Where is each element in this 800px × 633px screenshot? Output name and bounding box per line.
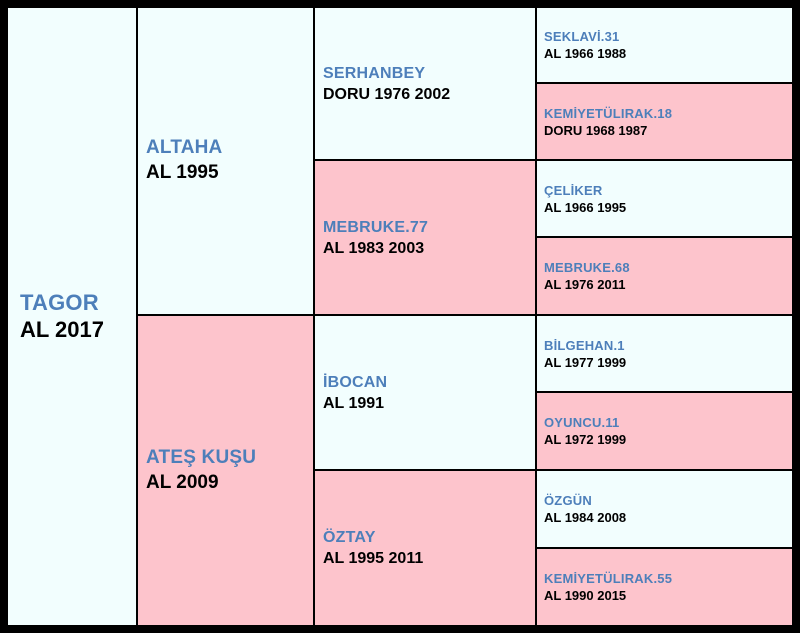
dam-sire-info: AL 1991	[323, 394, 385, 412]
ggp-info-3: AL 1966 1995	[544, 199, 627, 215]
ggp-name-7: ÖZGÜN	[544, 493, 592, 508]
ggp-name-4: MEBRUKE.68	[544, 260, 630, 275]
sire-info: AL 1995	[146, 162, 219, 183]
subject-box: TAGOR AL 2017	[8, 8, 136, 625]
sire-sire-info: DORU 1976 2002	[323, 85, 451, 103]
dam-dam-box: ÖZTAY AL 1995 2011	[315, 471, 535, 625]
sire-name: ALTAHA	[146, 137, 223, 158]
sire-box: ALTAHA AL 1995	[138, 8, 313, 314]
ggp-box-3: ÇELİKER AL 1966 1995	[537, 161, 792, 236]
ggp-info-5: AL 1977 1999	[544, 354, 627, 370]
dam-info: AL 2009	[146, 471, 219, 493]
dam-name: ATEŞ KUŞU	[146, 446, 257, 468]
sire-sire-name: SERHANBEY	[323, 64, 426, 82]
ggp-box-6: OYUNCU.11 AL 1972 1999	[537, 393, 792, 469]
dam-dam-name: ÖZTAY	[323, 529, 376, 546]
ggp-name-5: BİLGEHAN.1	[544, 337, 625, 353]
ggp-name-2: KEMİYETÜLIRAK.18	[544, 105, 673, 121]
ggp-info-7: AL 1984 2008	[544, 510, 627, 525]
ggp-info-8: AL 1990 2015	[544, 588, 627, 603]
dam-box: ATEŞ KUŞU AL 2009	[138, 316, 313, 625]
sire-dam-box: MEBRUKE.77 AL 1983 2003	[315, 161, 535, 314]
ggp-box-5: BİLGEHAN.1 AL 1977 1999	[537, 316, 792, 391]
dam-sire-name: İBOCAN	[323, 373, 388, 391]
sire-dam-info: AL 1983 2003	[323, 239, 425, 257]
dam-sire-box: İBOCAN AL 1991	[315, 316, 535, 469]
ggp-info-1: AL 1966 1988	[544, 46, 627, 61]
ggp-name-1: SEKLAVİ.31	[544, 29, 620, 44]
ggp-info-6: AL 1972 1999	[544, 432, 627, 447]
dam-dam-info: AL 1995 2011	[323, 550, 424, 567]
subject-name: TAGOR	[20, 289, 99, 315]
ggp-box-2: KEMİYETÜLIRAK.18 DORU 1968 1987	[537, 84, 792, 159]
ggp-name-6: OYUNCU.11	[544, 415, 620, 430]
ggp-box-4: MEBRUKE.68 AL 1976 2011	[537, 238, 792, 314]
ggp-info-2: DORU 1968 1987	[544, 122, 648, 138]
ggp-name-3: ÇELİKER	[544, 182, 603, 198]
sire-dam-name: MEBRUKE.77	[323, 218, 429, 236]
ggp-box-8: KEMİYETÜLIRAK.55 AL 1990 2015	[537, 549, 792, 625]
sire-sire-box: SERHANBEY DORU 1976 2002	[315, 8, 535, 159]
subject-info: AL 2017	[20, 316, 104, 342]
ggp-box-1: SEKLAVİ.31 AL 1966 1988	[537, 8, 792, 82]
ggp-name-8: KEMİYETÜLIRAK.55	[544, 571, 673, 586]
ggp-info-4: AL 1976 2011	[544, 277, 626, 292]
ggp-box-7: ÖZGÜN AL 1984 2008	[537, 471, 792, 547]
